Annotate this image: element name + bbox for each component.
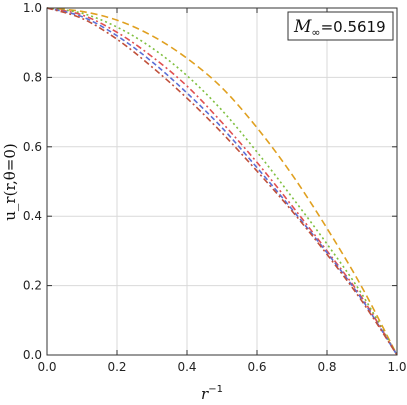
grid bbox=[46, 7, 398, 356]
y-tick-label: 0.0 bbox=[23, 348, 42, 362]
series-line-2 bbox=[46, 7, 398, 356]
annotation-box bbox=[287, 11, 394, 41]
series-line-3 bbox=[46, 7, 398, 356]
x-axis-label: r−1 bbox=[201, 384, 223, 403]
y-tick-label: 0.2 bbox=[23, 279, 42, 293]
plot-frame bbox=[46, 7, 398, 356]
ticks bbox=[46, 7, 398, 356]
series-line-4 bbox=[46, 7, 398, 356]
y-tick-label: 0.6 bbox=[23, 140, 42, 154]
tick-labels: 0.0 0.2 0.4 0.6 0.8 1.0 0.0 0.2 0.4 0.6 0.8 1.0 bbox=[23, 1, 407, 374]
y-tick-label: 0.8 bbox=[23, 70, 42, 84]
x-tick-label: 1.0 bbox=[387, 360, 406, 374]
x-tick-label: 0.4 bbox=[177, 360, 196, 374]
x-tick-label: 0.2 bbox=[107, 360, 126, 374]
annotation-text: M∞=0.5619 bbox=[293, 17, 386, 39]
mach-annotation: M∞=0.5619 bbox=[287, 11, 394, 41]
x-tick-label: 0.8 bbox=[317, 360, 336, 374]
x-tick-label: 0.6 bbox=[247, 360, 266, 374]
y-tick-label: 1.0 bbox=[23, 1, 42, 15]
series-line-5 bbox=[46, 7, 398, 356]
series-line-1 bbox=[46, 7, 398, 356]
y-tick-label: 0.4 bbox=[23, 209, 42, 223]
x-tick-label: 0.0 bbox=[37, 360, 56, 374]
y-axis-label: u_r(r,θ=0) bbox=[1, 143, 19, 220]
series-layer bbox=[46, 7, 398, 356]
